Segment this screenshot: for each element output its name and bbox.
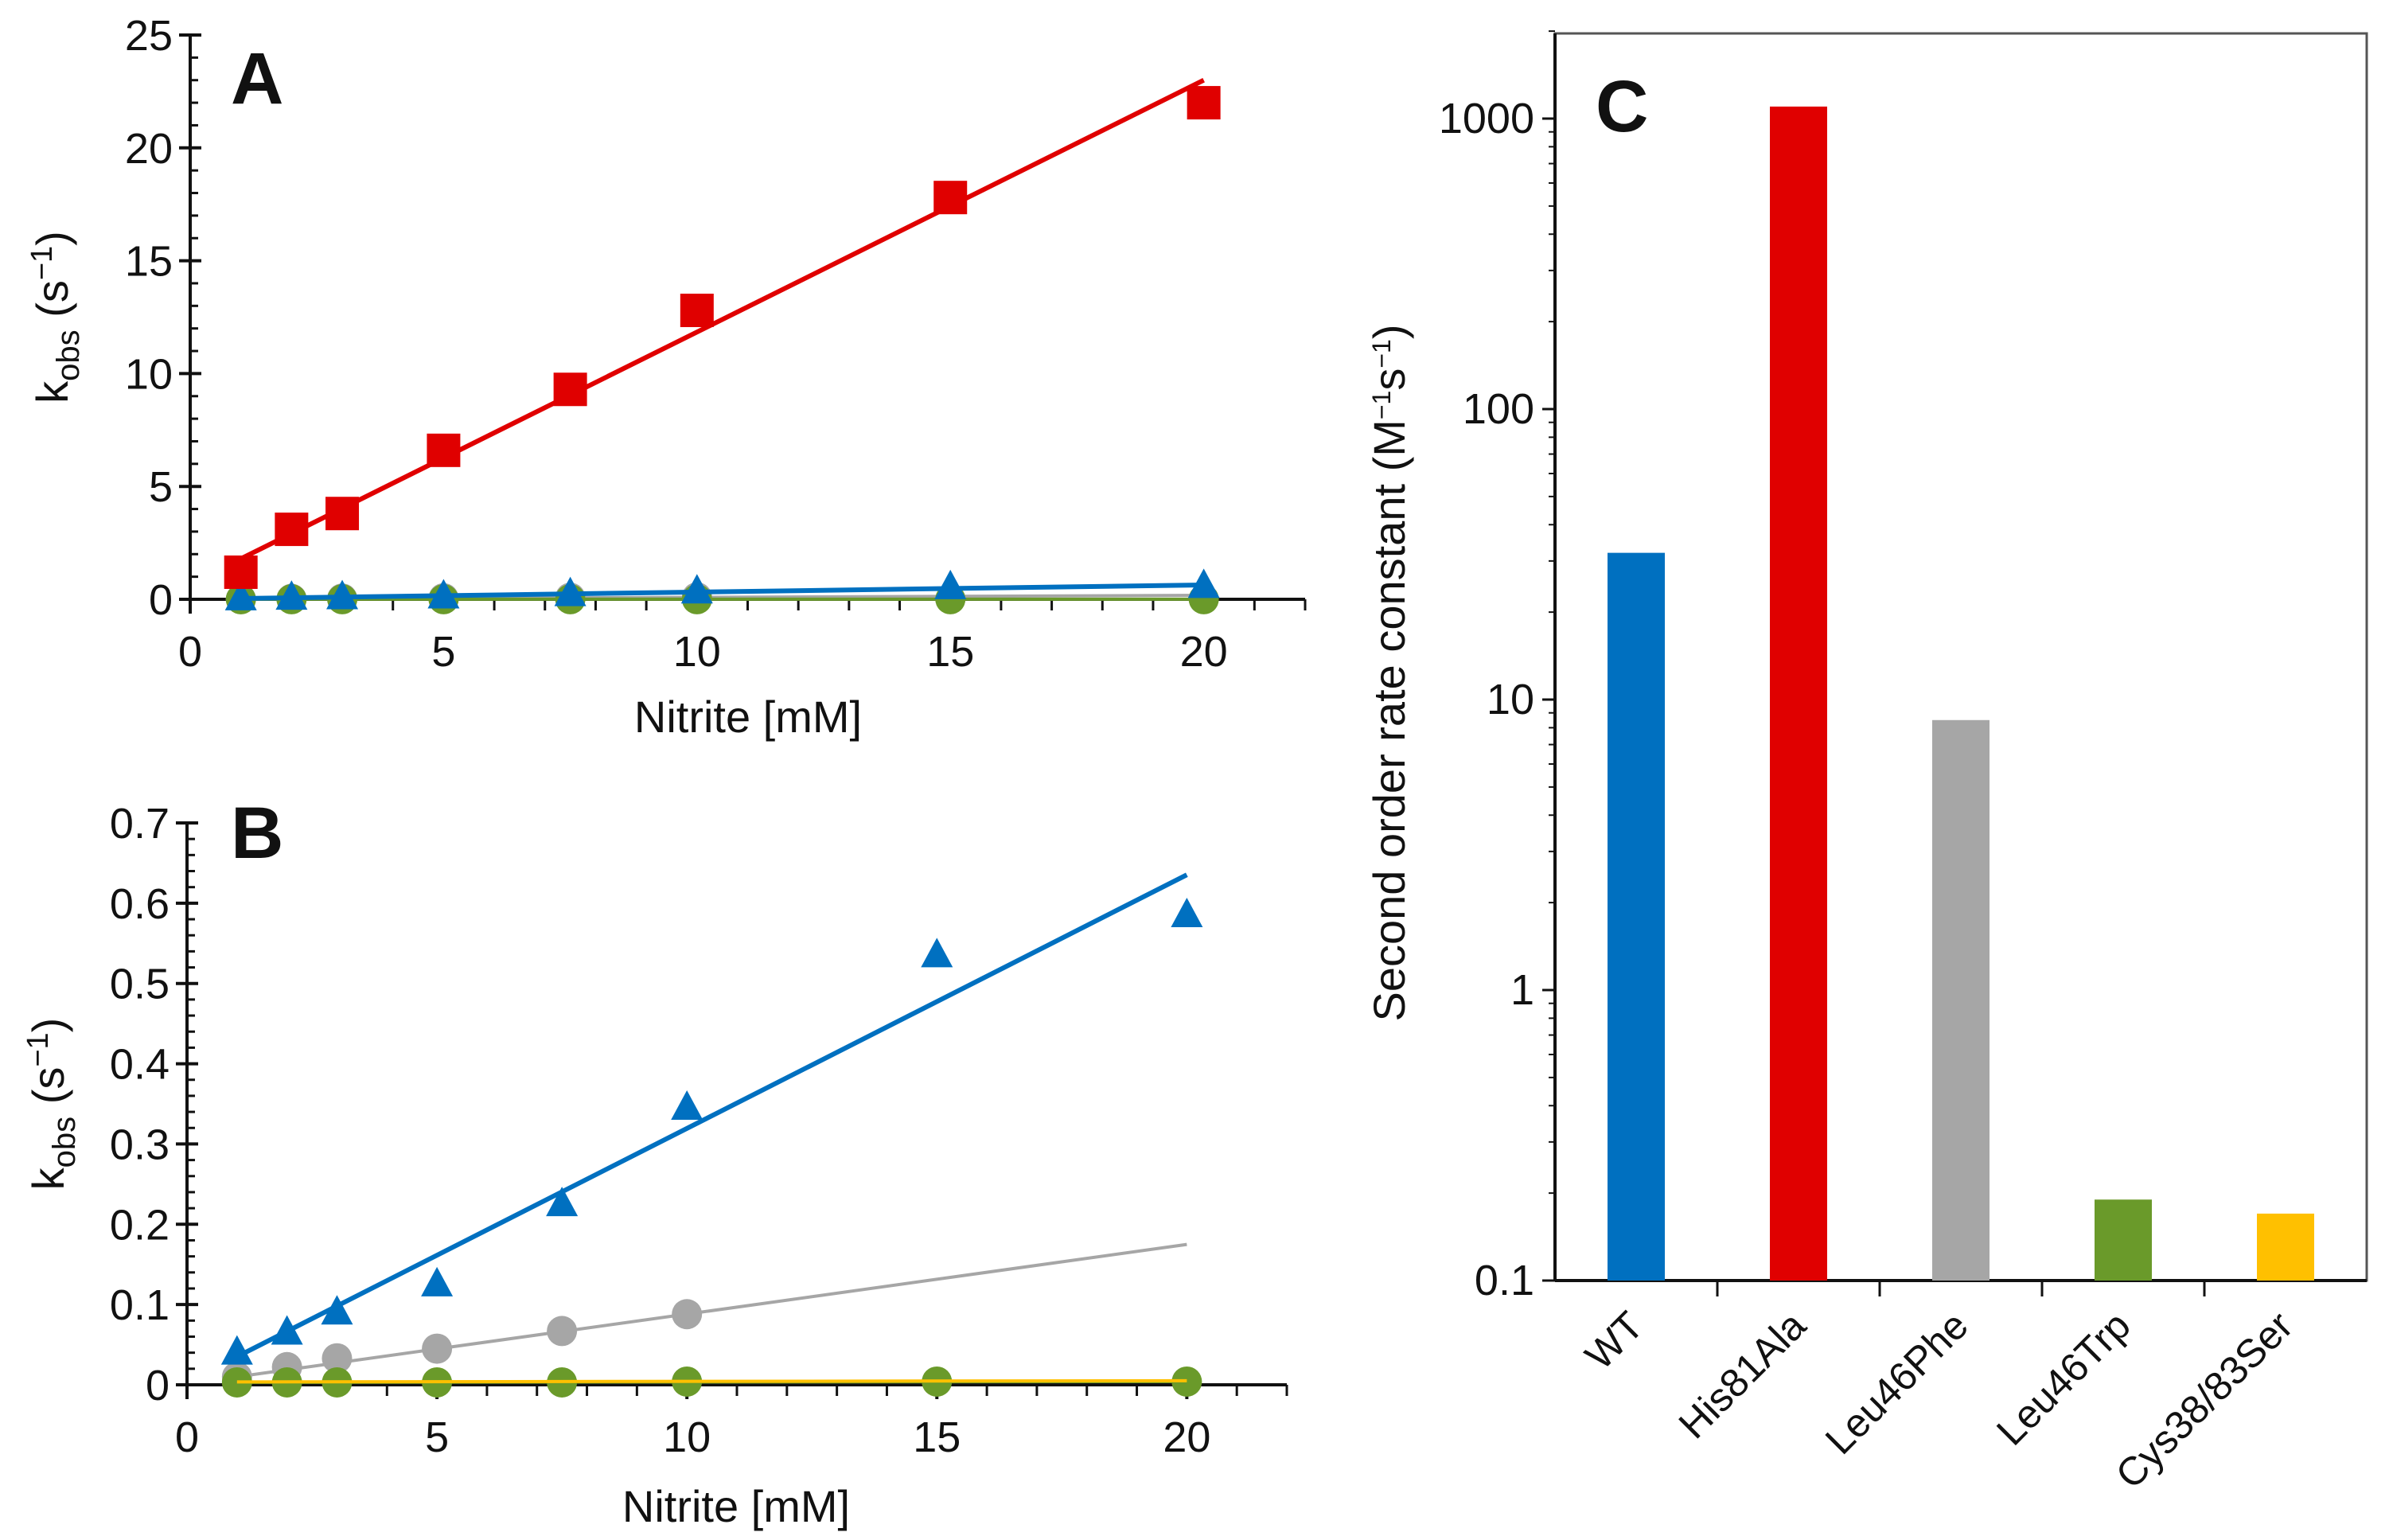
data-point-circle [221,1367,252,1398]
bar-leu46trp [2095,1199,2152,1281]
data-point-triangle [275,580,308,610]
y-axis-label: kobs (s−1) [25,231,86,404]
y-tick-label: 25 [125,12,173,60]
x-tick-label: 10 [673,628,721,676]
data-point-circle [322,1343,353,1374]
x-tick-label: 0 [175,1413,199,1461]
x-tick-label: 15 [913,1413,961,1461]
x-category-label: WT [1576,1303,1652,1378]
fit-line [236,872,1188,1359]
y-label-open: (s [27,280,77,329]
fit-line [240,582,1204,602]
bar-cys38-83ser [2257,1213,2314,1281]
y-tick-label: 0.3 [110,1121,170,1168]
data-point-triangle [1187,568,1220,598]
panel-label: A [231,38,283,119]
y-tick-label: 0.1 [110,1281,170,1329]
bar-leu46phe [1932,719,1990,1281]
y-tick-label: 0.5 [110,961,170,1008]
y-label-sup: −1 [21,1032,55,1066]
data-point-triangle [220,1335,253,1365]
y-tick-label: 5 [149,463,173,511]
x-tick-label: 20 [1180,628,1228,676]
series-his81ala [224,78,1221,589]
panel-b: 0 0.1 0.2 0.3 0.4 0.5 0.6 0.7 0 5 10 15 20 Nitrite [m… [21,793,1288,1531]
y-label-open: (s [23,1067,73,1117]
data-point-triangle [546,1187,579,1217]
data-point-triangle [224,580,257,610]
series-cys38-83ser [236,1378,1187,1384]
y-label-close: ) [27,231,77,246]
data-point-triangle [554,576,587,606]
y-label-sub: obs [47,1117,82,1168]
panel-label: C [1596,66,1648,147]
data-point-triangle [921,938,953,968]
bar-his81ala [1770,106,1827,1281]
y-tick-label: 0.6 [110,880,170,928]
series-wt [220,872,1203,1365]
y-label-mid: s [1364,368,1414,391]
x-category-label: Leu46Phe [1817,1303,1977,1463]
y-label-main: Second order rate constant (M [1364,419,1414,1021]
y-tick-label: 0 [149,576,173,624]
panel-a: 0 5 10 15 20 25 0 5 10 15 20 Nitrite [mM] kobs (s−1)… [25,12,1307,742]
data-point-triangle [934,569,967,599]
panel-c: 0.1 1 10 100 1000 WT His81Ala Leu46Phe Leu46Trp C… [1364,30,2368,1497]
series-wt [224,568,1220,610]
x-tick-label: 0 [178,628,202,676]
fit-line [236,1242,1187,1378]
y-tick-label: 0.1 [1475,1257,1534,1304]
y-label-main: k [23,1167,73,1190]
y-tick-label: 100 [1463,385,1534,433]
data-point-triangle [421,1266,454,1296]
y-tick-label: 10 [125,350,173,398]
y-tick-label: 0 [146,1362,170,1409]
x-axis-label: Nitrite [mM] [634,692,862,742]
fit-line [236,1378,1187,1384]
x-category-label: Leu46Trp [1988,1303,2139,1454]
y-label-sub: obs [51,329,86,381]
y-tick-label: 20 [125,125,173,173]
x-category-label: His81Ala [1670,1303,1814,1447]
x-tick-label: 5 [431,628,455,676]
data-point-triangle [1171,897,1203,927]
series-leu46phe [221,1242,1187,1392]
y-label-main: k [27,380,77,404]
data-point-square [933,181,968,215]
data-point-triangle [671,1090,703,1121]
data-point-triangle [321,1295,353,1325]
y-label-sup2: −1 [1367,339,1396,368]
y-axis-label: Second order rate constant (M−1s−1) [1364,324,1414,1021]
y-label-close: ) [23,1018,73,1033]
y-tick-label: 0.7 [110,800,170,848]
y-tick-label: 1000 [1439,95,1534,142]
y-label-sup: −1 [25,246,59,280]
y-tick-label: 0.2 [110,1201,170,1249]
data-point-triangle [326,579,359,610]
data-point-square [1187,86,1221,120]
fit-line [234,78,1205,563]
x-tick-label: 5 [425,1413,449,1461]
y-tick-label: 1 [1510,966,1534,1014]
panel-label: B [231,793,283,874]
y-tick-label: 10 [1487,676,1534,723]
x-axis-label: Nitrite [mM] [622,1481,850,1531]
x-tick-label: 20 [1163,1413,1210,1461]
y-axis-label: kobs (s−1) [21,1018,82,1191]
x-tick-label: 15 [926,628,974,676]
y-tick-label: 0.4 [110,1041,170,1089]
y-label-sup1: −1 [1367,391,1396,419]
data-point-square [680,293,714,327]
bar-wt [1608,552,1665,1281]
y-label-close: ) [1364,324,1414,339]
y-tick-label: 15 [125,238,173,286]
data-point-triangle [680,574,713,604]
x-tick-label: 10 [663,1413,711,1461]
